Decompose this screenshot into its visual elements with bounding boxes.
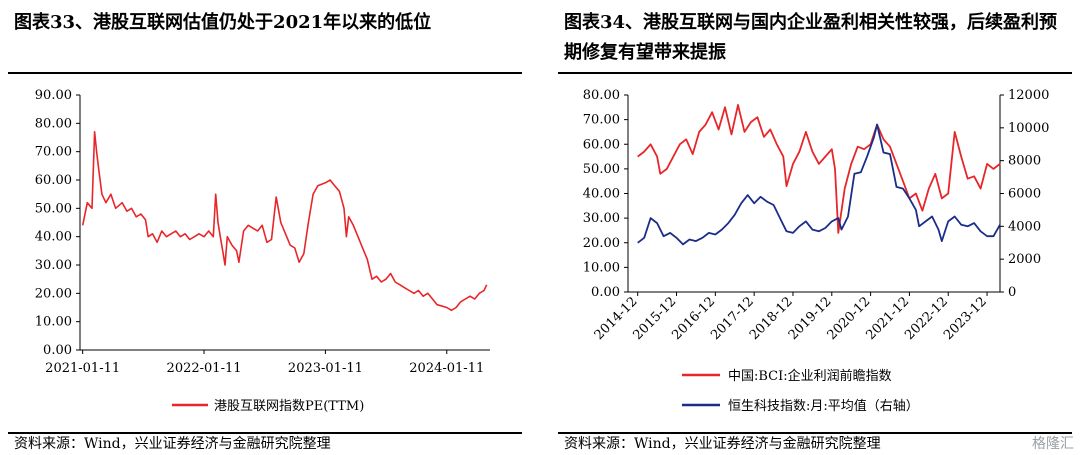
y2-tick-label: 4000 (1008, 219, 1041, 234)
y-tick-label: 80.00 (35, 116, 72, 131)
right-figure-title: 图表34、港股互联网与国内企业盈利相关性较强，后续盈利预期修复有望带来提振 (564, 12, 1058, 63)
y2-tick-label: 6000 (1008, 187, 1041, 202)
x-tick-label: 2021-01-11 (45, 361, 120, 376)
right-chart: 0.00 10.00 20.00 30.00 40.00 50.00 60.00 70.00 8… (583, 88, 1050, 414)
x-tick-label: 2023-12 (941, 294, 990, 343)
y-tick-label: 20.00 (583, 236, 620, 251)
legend-label: 中国:BCI:企业利润前瞻指数 (728, 368, 892, 384)
left-chart: 0.00 10.00 20.00 30.00 40.00 50.00 60.00 70.00 8… (35, 88, 490, 414)
y-tick-label: 30.00 (35, 258, 72, 273)
y-tick-label: 10.00 (35, 315, 72, 330)
right-title-rule (558, 72, 1072, 74)
legend-label: 恒生科技指数:月:平均值（右轴） (728, 398, 919, 414)
y2-tick-label: 12000 (1008, 88, 1049, 103)
y-tick-label: 20.00 (35, 286, 72, 301)
left-figure-title: 图表33、港股互联网估值仍处于2021年以来的低位 (14, 12, 432, 33)
left-title-rule (8, 72, 522, 74)
y-tick-label: 40.00 (583, 187, 620, 202)
left-source-rule (8, 432, 522, 434)
y-tick-label: 80.00 (583, 88, 620, 103)
y2-tick-label: 8000 (1008, 154, 1041, 169)
right-source-note: 资料来源：Wind，兴业证券经济与金融研究院整理 (564, 436, 881, 452)
y-tick-label: 70.00 (35, 145, 72, 160)
series-line-pe (81, 131, 488, 312)
x-tick-label: 2022-01-11 (167, 361, 242, 376)
legend-label: 港股互联网指数PE(TTM) (214, 399, 364, 414)
y-tick-label: 50.00 (583, 162, 620, 177)
y-tick-label: 60.00 (35, 173, 72, 188)
y-tick-label: 0.00 (43, 343, 72, 358)
y-tick-label: 60.00 (583, 137, 620, 152)
y-tick-label: 50.00 (35, 201, 72, 216)
watermark-logo: 格隆汇 (1032, 436, 1074, 452)
x-tick-label: 2023-01-11 (288, 361, 363, 376)
y-tick-label: 30.00 (583, 211, 620, 226)
y2-tick-label: 10000 (1008, 121, 1049, 136)
x-tick-label: 2024-01-11 (409, 361, 484, 376)
left-source-note: 资料来源：Wind，兴业证券经济与金融研究院整理 (14, 436, 331, 452)
right-source-rule (558, 432, 1072, 434)
series-line-hstech (637, 123, 1001, 246)
series-line-bci (637, 104, 1001, 234)
y2-tick-label: 2000 (1008, 252, 1041, 267)
y-tick-label: 90.00 (35, 88, 72, 103)
y-tick-label: 40.00 (35, 230, 72, 245)
right-figure: 图表34、港股互联网与国内企业盈利相关性较强，后续盈利预期修复有望带来提振 0.… (550, 0, 1080, 455)
y-tick-label: 10.00 (583, 260, 620, 275)
y-tick-label: 70.00 (583, 113, 620, 128)
y-tick-label: 0.00 (591, 285, 620, 300)
y2-tick-label: 0 (1008, 285, 1016, 300)
left-figure: 图表33、港股互联网估值仍处于2021年以来的低位 0.00 10.00 20.00… (0, 0, 530, 455)
